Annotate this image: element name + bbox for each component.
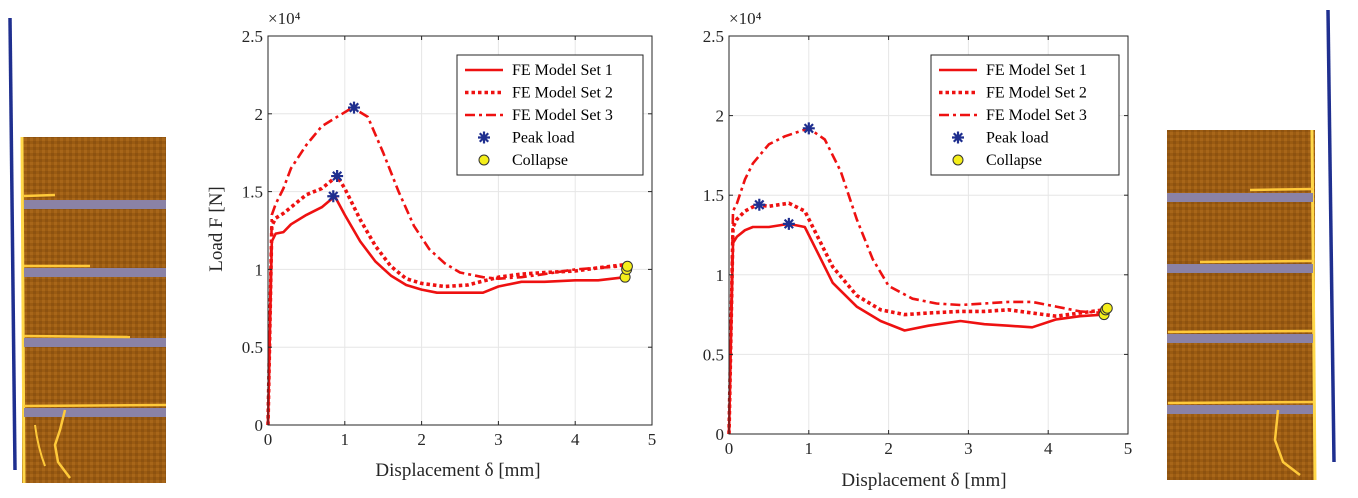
y-tick-label: 1.5	[703, 186, 724, 205]
y-tick-label: 1	[255, 260, 264, 279]
x-tick-label: 2	[884, 439, 893, 458]
x-tick-label: 0	[264, 430, 273, 449]
y-tick-label: 2	[716, 107, 725, 126]
y-tick-label: 0	[255, 416, 264, 435]
left-specimen-image	[8, 17, 167, 484]
x-tick-label: 5	[648, 430, 657, 449]
legend-swatch-peak-load	[478, 131, 490, 144]
legend-swatch-peak-load	[952, 131, 964, 144]
chart-left-axes: 0 1 2 3 4 5 0 0.5 1 1.5 2 2.5	[242, 27, 657, 449]
y-tick-label: 0.5	[703, 345, 724, 364]
peak-load-marker	[327, 190, 340, 203]
x-tick-label: 2	[417, 430, 426, 449]
chart-left-xlabel: Displacement δ [mm]	[375, 460, 540, 481]
right-specimen-image	[1167, 9, 1336, 481]
series-line-dashdot	[266, 106, 626, 426]
y-tick-label: 0	[716, 425, 725, 444]
series-line-dotted	[266, 174, 626, 426]
chart-left-legend: FE Model Set 1 FE Model Set 2 FE Model Set…	[456, 54, 644, 176]
y-tick-label: 0.5	[242, 338, 263, 357]
y-tick-label: 2	[255, 105, 264, 124]
collapse-marker	[621, 260, 633, 272]
legend-entry-label: FE Model Set 3	[986, 107, 1087, 124]
series-line-dotted	[727, 201, 1105, 435]
x-tick-label: 4	[571, 430, 580, 449]
legend-entry-label: Collapse	[986, 152, 1042, 169]
legend-entry-label: Peak load	[512, 130, 575, 147]
chart-right-axes-box	[728, 35, 1129, 435]
legend-entry-label: FE Model Set 2	[986, 85, 1087, 102]
chart-left-series	[266, 101, 633, 426]
right-deformation-line	[1326, 9, 1336, 463]
left-deformation-line	[8, 17, 17, 471]
chart-left-axes-box	[267, 35, 653, 426]
x-tick-label: 3	[494, 430, 503, 449]
chart-right-axes: 0 1 2 3 4 5 0 0.5 1 1.5 2 2.5	[703, 27, 1133, 458]
x-tick-label: 3	[964, 439, 973, 458]
peak-load-marker	[782, 217, 795, 230]
peak-load-marker	[348, 101, 361, 114]
chart-right: 0 1 2 3 4 5 0 0.5 1 1.5 2 2.5 ×10⁴ Displacement δ […	[703, 9, 1133, 491]
legend-entry-label: Collapse	[512, 152, 568, 169]
legend-entry-label: FE Model Set 1	[986, 62, 1087, 79]
legend-swatch-collapse	[478, 154, 490, 166]
chart-left-ylabel: Load F [N]	[206, 186, 227, 271]
chart-right-exponent-label: ×10⁴	[729, 9, 762, 28]
series-line-solid	[266, 195, 626, 426]
chart-left-exponent-label: ×10⁴	[268, 9, 301, 28]
series-line-dashdot	[727, 127, 1105, 435]
collapse-marker	[1101, 302, 1113, 314]
chart-right-legend: FE Model Set 1 FE Model Set 2 FE Model Set…	[930, 54, 1120, 176]
chart-left: 0 1 2 3 4 5 0 0.5 1 1.5 2 2.5 ×10⁴ Displacement δ […	[206, 9, 656, 481]
x-tick-label: 1	[341, 430, 350, 449]
legend-entry-label: FE Model Set 1	[512, 62, 613, 79]
series-line-solid	[727, 222, 1105, 435]
y-tick-label: 2.5	[242, 27, 263, 46]
legend-entry-label: FE Model Set 2	[512, 85, 613, 102]
y-tick-label: 2.5	[703, 27, 724, 46]
chart-right-xlabel: Displacement δ [mm]	[841, 470, 1006, 491]
y-tick-label: 1	[716, 266, 725, 285]
x-tick-label: 0	[725, 439, 734, 458]
legend-entry-label: Peak load	[986, 130, 1049, 147]
x-tick-label: 1	[805, 439, 814, 458]
peak-load-marker	[802, 122, 815, 135]
y-tick-label: 1.5	[242, 183, 263, 202]
peak-load-marker	[753, 198, 766, 211]
legend-swatch-collapse	[952, 154, 964, 166]
peak-load-marker	[331, 170, 344, 183]
legend-entry-label: FE Model Set 3	[512, 107, 613, 124]
chart-right-series	[727, 122, 1113, 435]
x-tick-label: 4	[1044, 439, 1053, 458]
x-tick-label: 5	[1124, 439, 1133, 458]
